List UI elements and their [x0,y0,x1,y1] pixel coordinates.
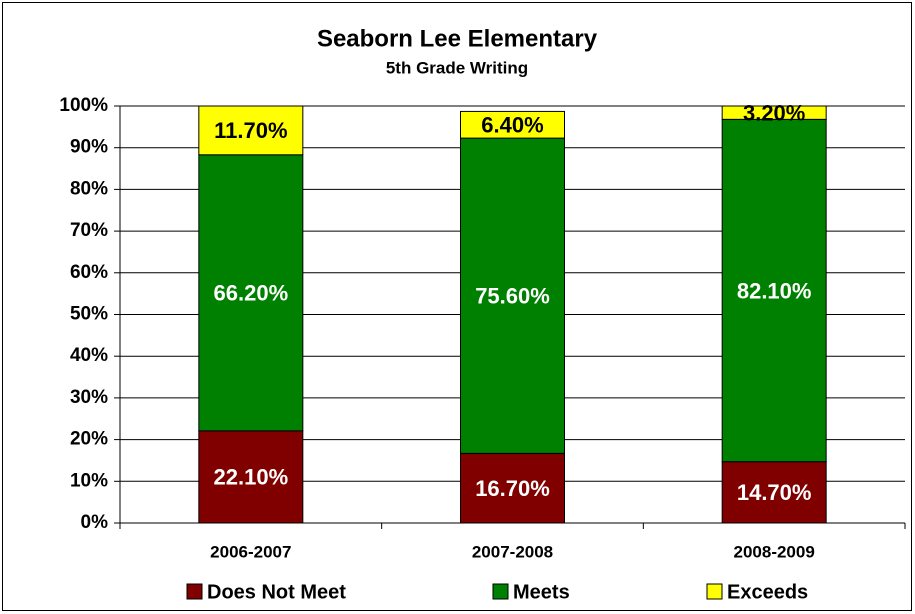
y-tick-label: 30% [70,387,108,408]
y-tick-label: 100% [59,95,108,116]
value-label: 75.60% [475,284,550,309]
y-tick-label: 70% [70,220,108,241]
value-label: 22.10% [214,465,289,490]
value-label: 11.70% [214,118,287,143]
chart-subtitle: 5th Grade Writing [386,58,528,77]
bar-segment [198,430,304,524]
legend-label: Exceeds [727,581,808,603]
y-tick-label: 0% [81,512,109,533]
value-label: 66.20% [214,281,289,306]
value-label: 3.20% [743,100,805,125]
bar-segment [460,452,565,524]
y-tick-label: 20% [70,429,108,450]
value-label: 14.70% [737,480,812,505]
legend-label: Does Not Meet [207,581,346,603]
x-tick-label: 2006-2007 [210,542,291,561]
legend-swatch [186,583,203,600]
bar-segment [460,137,565,454]
bar-segment [460,110,565,139]
y-tick-label: 40% [70,345,108,366]
legend-swatch [706,583,723,600]
y-tick-label: 50% [70,304,108,325]
legend-swatch [492,583,509,600]
value-label: 82.10% [737,278,812,303]
y-tick-label: 80% [70,178,108,199]
bar-segment [721,118,827,463]
y-tick-label: 60% [70,262,108,283]
x-tick-label: 2007-2008 [472,542,553,561]
legend-label: Meets [513,581,570,603]
bar-segment [721,461,827,524]
y-tick-label: 90% [70,137,108,158]
bar-segment [721,105,827,120]
bar-segment [198,105,304,156]
bar-segment [198,154,304,432]
y-tick-label: 10% [70,470,108,491]
x-tick-label: 2008-2009 [734,542,815,561]
chart-title: Seaborn Lee Elementary [317,25,598,52]
value-label: 16.70% [475,476,550,501]
value-label: 6.40% [481,113,543,138]
